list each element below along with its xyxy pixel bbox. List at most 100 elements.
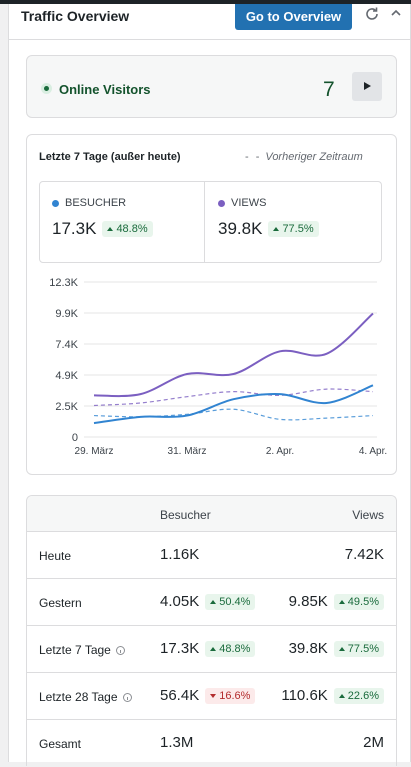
table-row: Letzte 28 Tage 56.4K 16.6% 110.6K 22.6% <box>27 673 396 720</box>
series-line-besucher <box>93 384 374 425</box>
views-cell: 9.85K 49.5% <box>289 593 384 610</box>
arrow-up-icon <box>338 599 345 604</box>
row-label: Gesamt <box>39 737 81 751</box>
table-row: Heute 1.16K 7.42K <box>27 532 396 579</box>
x-tick-label: 4. Apr. <box>359 446 387 457</box>
table-row: Gestern 4.05K 50.4% 9.85K 49.5% <box>27 579 396 626</box>
play-button[interactable] <box>352 72 382 101</box>
summary-stats: BESUCHER 17.3K 48.8% VIEWS 39.8K 77.5% <box>39 181 382 263</box>
stat-views[interactable]: VIEWS 39.8K 77.5% <box>218 197 319 239</box>
header-views: Views <box>352 508 384 522</box>
row-label-text: Letzte 7 Tage <box>39 643 111 657</box>
stat-views-change-badge: 77.5% <box>268 221 319 237</box>
previous-period-label: Vorheriger Zeitraum <box>265 151 363 163</box>
table-row: Gesamt 1.3M 2M <box>27 720 396 767</box>
views-value: 2M <box>363 734 384 751</box>
row-label-text: Heute <box>39 549 72 563</box>
series-line-previous-period-visitors <box>93 408 374 421</box>
stat-visitors-value: 17.3K <box>52 219 97 238</box>
arrow-down-icon <box>210 693 217 698</box>
views-cell: 2M <box>363 734 384 751</box>
row-label: Gestern <box>39 596 82 610</box>
online-visitors-label: Online Visitors <box>59 82 151 97</box>
row-label-text: Letzte 28 Tage <box>39 690 118 704</box>
header-visitors: Besucher <box>160 508 211 522</box>
arrow-up-icon <box>273 227 280 231</box>
visitors-value: 1.16K <box>160 546 200 563</box>
stat-views-name: VIEWS <box>231 197 267 209</box>
views-value: 39.8K <box>288 640 328 657</box>
go-to-overview-button[interactable]: Go to Overview <box>235 4 352 30</box>
visitors-value: 56.4K <box>160 687 200 704</box>
table-header: Besucher Views <box>27 496 396 532</box>
visitors-cell: 1.16K <box>160 546 199 563</box>
views-change-badge-text: 77.5% <box>347 642 379 655</box>
views-value: 7.42K <box>344 546 384 563</box>
y-tick-label: 4.9K <box>55 370 78 382</box>
views-value: 9.85K <box>288 593 328 610</box>
x-tick-label: 2. Apr. <box>266 446 294 457</box>
views-change-badge: 22.6% <box>333 687 384 704</box>
x-tick-label: 29. März <box>75 446 114 457</box>
info-icon[interactable] <box>122 692 132 702</box>
visitors-cell: 1.3M <box>160 734 193 751</box>
info-icon[interactable] <box>115 645 125 655</box>
visitors-cell: 4.05K 50.4% <box>160 593 256 610</box>
y-tick-label: 0 <box>72 432 78 444</box>
views-cell: 110.6K 22.6% <box>281 687 384 704</box>
visitors-change-badge: 16.6% <box>205 687 256 704</box>
widget-header: Traffic Overview Go to Overview <box>9 4 410 40</box>
arrow-up-icon <box>338 646 345 651</box>
stat-views-value: 39.8K <box>218 219 263 238</box>
x-tick-label: 31. März <box>168 446 207 457</box>
visitors-change-badge-text: 16.6% <box>219 689 251 702</box>
views-legend-dot <box>218 199 225 207</box>
traffic-line-chart: 0 2.5K 4.9K 7.4K 9.9K 12.3K 29. März 31. März 2.… <box>49 277 387 457</box>
visitors-change-badge-text: 50.4% <box>219 595 251 608</box>
admin-top-bar <box>0 0 411 4</box>
online-visitors-count: 7 <box>323 78 335 101</box>
series-line-views <box>93 312 374 398</box>
traffic-chart-card: Letzte 7 Tage (außer heute) - - Vorherige… <box>26 134 397 475</box>
row-label: Heute <box>39 549 71 563</box>
arrow-up-icon <box>107 227 114 231</box>
visitors-cell: 56.4K 16.6% <box>160 687 256 704</box>
stat-visitors[interactable]: BESUCHER 17.3K 48.8% <box>52 197 153 239</box>
online-visitors-card: Online Visitors 7 <box>26 55 397 118</box>
row-label: Letzte 28 Tage <box>39 690 132 704</box>
y-tick-label: 2.5K <box>55 401 78 413</box>
visitors-cell: 17.3K 48.8% <box>160 640 256 657</box>
y-tick-label: 7.4K <box>55 339 78 351</box>
table-row: Letzte 7 Tage 17.3K 48.8% 39.8K 77.5% <box>27 626 396 673</box>
series-line-previous-period-views <box>93 388 374 407</box>
traffic-summary-table: Besucher Views Heute 1.16K 7.42K Gestern 4.0… <box>26 495 397 766</box>
refresh-icon[interactable] <box>364 6 380 22</box>
live-dot-icon <box>41 83 52 94</box>
views-change-badge-text: 22.6% <box>347 689 379 702</box>
arrow-up-icon <box>338 693 345 698</box>
visitors-change-badge: 48.8% <box>205 640 256 657</box>
y-tick-label: 9.9K <box>55 308 78 320</box>
chevron-up-icon[interactable] <box>390 7 402 19</box>
y-tick-label: 12.3K <box>49 277 78 289</box>
views-value: 110.6K <box>281 687 328 704</box>
play-icon <box>364 82 371 90</box>
views-cell: 39.8K 77.5% <box>289 640 384 657</box>
stat-visitors-change-badge: 48.8% <box>102 221 153 237</box>
visitors-change-badge: 50.4% <box>205 593 256 610</box>
period-label: Letzte 7 Tage (außer heute) <box>39 151 181 163</box>
visitors-value: 17.3K <box>160 640 200 657</box>
row-label-text: Gestern <box>39 596 82 610</box>
previous-period-legend: - - Vorheriger Zeitraum <box>245 151 363 163</box>
widget-title: Traffic Overview <box>21 8 130 24</box>
views-change-badge-text: 49.5% <box>347 595 379 608</box>
stat-visitors-name: BESUCHER <box>65 197 127 209</box>
views-change-badge: 49.5% <box>333 593 384 610</box>
arrow-up-icon <box>210 599 217 604</box>
stat-visitors-change: 48.8% <box>116 223 148 235</box>
visitors-change-badge-text: 48.8% <box>219 642 251 655</box>
row-label-text: Gesamt <box>39 737 82 751</box>
visitors-legend-dot <box>52 199 59 207</box>
row-label: Letzte 7 Tage <box>39 643 125 657</box>
visitors-value: 4.05K <box>160 593 200 610</box>
